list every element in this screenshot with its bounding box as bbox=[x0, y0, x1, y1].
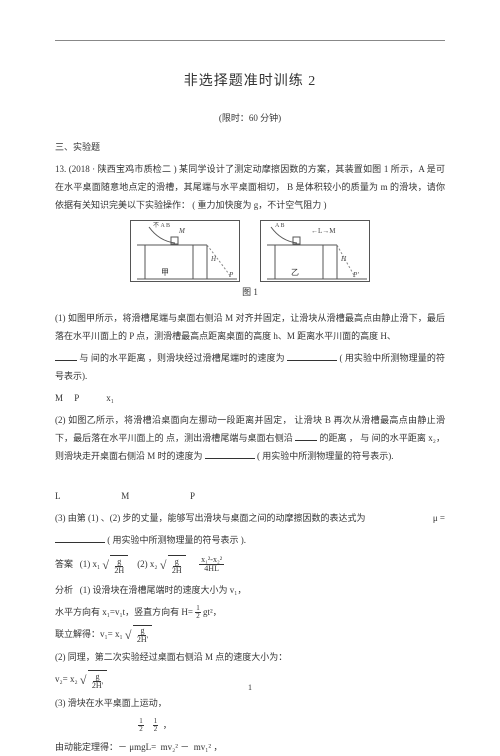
analysis-3: (3) 滑块在水平桌面上运动， bbox=[55, 694, 445, 712]
ans1: (1) x₁ bbox=[80, 559, 100, 569]
label-m2: M bbox=[121, 491, 129, 501]
mu-label: μ = bbox=[433, 509, 445, 527]
figure-left: 不 A B M H P 甲 bbox=[130, 220, 240, 282]
sqrt-icon: g2H bbox=[160, 555, 186, 574]
svg-text:H: H bbox=[340, 255, 347, 263]
frac-den: 2H bbox=[170, 567, 184, 575]
v1-text: 联立解得：v₁= x₁ bbox=[55, 629, 123, 639]
horizontal-eq: 水平方向有 x₁=v₁t，竖直方向有 H= 12 gt²， bbox=[55, 603, 445, 621]
d: 2 bbox=[153, 726, 159, 733]
q1-text: (1) 如图甲所示，将滑槽尾端与桌面右侧沿 M 对齐并固定，让滑块从滑槽最高点由… bbox=[55, 309, 445, 345]
analysis1-text: (1) 设滑块在滑槽尾端时的速度大小为 v₁， bbox=[80, 585, 247, 595]
svg-text:不 A B: 不 A B bbox=[153, 222, 170, 229]
blank bbox=[287, 351, 337, 361]
q1-labels-row: M P x₁ bbox=[55, 389, 445, 407]
q2-labels-row: L M P bbox=[55, 469, 445, 505]
sqrt-icon: g2H' bbox=[125, 625, 152, 644]
energy-eq2: 由动能定理得：－ μmgL= mv₂² － mv₁² ， bbox=[55, 738, 445, 756]
analysis-label: 分析 bbox=[55, 585, 73, 595]
ans3-frac: x₁²-x₂²4HL bbox=[199, 556, 224, 573]
v1-eq: 联立解得：v₁= x₁ g2H' bbox=[55, 625, 445, 645]
fig-right-caption: 乙 bbox=[291, 265, 299, 280]
energy-text: 由动能定理得：－ μmgL= bbox=[55, 742, 156, 752]
figure-row: 不 A B M H P 甲 A B ←L→M H P' 乙 bbox=[55, 220, 445, 282]
gt2: gt²， bbox=[203, 607, 222, 617]
diagram-left-svg: 不 A B M H P bbox=[131, 221, 241, 283]
n: 1 bbox=[153, 718, 159, 726]
blank bbox=[295, 431, 317, 441]
fig-left-caption: 甲 bbox=[161, 265, 169, 280]
doc-title: 非选择题准时训练 2 bbox=[55, 69, 445, 96]
energy-eq: 12 12 ， bbox=[55, 716, 445, 734]
q1-tail: 与 间的水平距离 ，则滑块经过滑槽尾端时的速度为 ( 用实验中所测物理量的符号表… bbox=[55, 349, 445, 385]
frac: 12 bbox=[153, 718, 159, 733]
label-m: M bbox=[55, 393, 63, 403]
q1-tail-text: 与 间的水平距离 ，则滑块经过滑槽尾端时的速度为 bbox=[79, 353, 287, 363]
q3-tail-text: ( 用实验中所测物理量的符号表示 ). bbox=[107, 535, 246, 545]
header-rule bbox=[55, 40, 445, 41]
svg-text:←L→M: ←L→M bbox=[311, 227, 336, 235]
analysis-2: (2) 同理，第二次实验经过桌面右侧沿 M 点的速度大小为： bbox=[55, 648, 445, 666]
time-limit: (限时：60 分钟) bbox=[55, 110, 445, 127]
d: 2 bbox=[195, 613, 201, 620]
v2-text: v₂= x₂ bbox=[55, 674, 78, 684]
diagram-right-svg: A B ←L→M H P' bbox=[261, 221, 371, 283]
q2-tail: ( 用实验中所测物理量的符号表示). bbox=[257, 451, 394, 461]
label-pp: P bbox=[190, 491, 195, 501]
blank bbox=[55, 533, 105, 543]
blank bbox=[55, 351, 77, 361]
q13-intro: 13. (2018 · 陕西宝鸡市质检二 ) 某同学设计了测定动摩擦因数的方案，… bbox=[55, 160, 445, 214]
q3-tail: ( 用实验中所测物理量的符号表示 ). bbox=[55, 531, 445, 549]
sqrt-icon: g2H bbox=[102, 555, 128, 574]
q3-text: (3) 由第 (1) 、(2) 步的丈量，能够写出滑块与桌面之间的动摩擦因数的表… bbox=[55, 509, 445, 527]
figure-right: A B ←L→M H P' 乙 bbox=[260, 220, 370, 282]
half-frac: 12 bbox=[195, 605, 201, 620]
svg-text:A B: A B bbox=[275, 223, 285, 229]
d: 2 bbox=[138, 726, 144, 733]
svg-text:M: M bbox=[178, 227, 186, 235]
ans2: (2) x₂ bbox=[137, 559, 157, 569]
svg-text:P': P' bbox=[352, 271, 359, 279]
d: 2H' bbox=[135, 636, 150, 644]
answer-label: 答案 bbox=[55, 559, 73, 569]
mv1: mv₁² bbox=[194, 742, 211, 752]
analysis-1: 分析 (1) 设滑块在滑槽尾端时的速度大小为 v₁， bbox=[55, 581, 445, 599]
blank bbox=[205, 449, 255, 459]
n: 1 bbox=[138, 718, 144, 726]
d: 2H' bbox=[90, 682, 105, 690]
line-h-text: 水平方向有 x₁=v₁t，竖直方向有 H= bbox=[55, 607, 193, 617]
label-l: L bbox=[55, 491, 61, 501]
mv2: mv₂² bbox=[161, 742, 178, 752]
svg-text:P: P bbox=[228, 271, 234, 279]
q3-main: (3) 由第 (1) 、(2) 步的丈量，能够写出滑块与桌面之间的动摩擦因数的表… bbox=[55, 513, 365, 523]
svg-text:H: H bbox=[210, 255, 217, 263]
frac-den: 2H bbox=[112, 567, 126, 575]
ans3-den: 4HL bbox=[202, 565, 221, 573]
label-p: P bbox=[74, 393, 79, 403]
frac: 12 bbox=[138, 718, 144, 733]
section-heading: 三、实验题 bbox=[55, 139, 445, 156]
figure-caption: 图 1 bbox=[55, 284, 445, 301]
label-x: x bbox=[106, 393, 111, 403]
page-number: 1 bbox=[248, 680, 252, 695]
answer-line: 答案 (1) x₁ g2H (2) x₂ g2H x₁²-x₂²4HL bbox=[55, 555, 445, 575]
sqrt-icon: g2H' bbox=[80, 670, 107, 689]
q2-text: (2) 如图乙所示，将滑槽沿桌面向左挪动一段距离并固定， 让滑块 B 再次从滑槽… bbox=[55, 411, 445, 465]
